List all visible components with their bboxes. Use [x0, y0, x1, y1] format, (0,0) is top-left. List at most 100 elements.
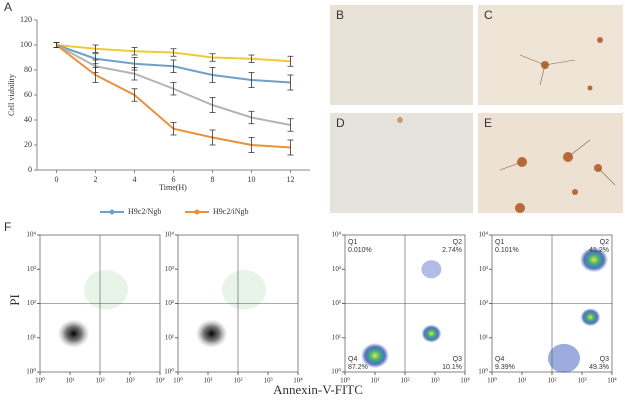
- x-tick-label: 4: [133, 175, 137, 184]
- event-cloud: [84, 270, 128, 310]
- x-tick-label: 10¹: [65, 377, 74, 385]
- y-axis-label: Cell viability: [7, 74, 16, 116]
- y-tick-label: 0: [28, 165, 32, 174]
- event-cloud: [548, 343, 580, 373]
- error-bar: [92, 67, 99, 83]
- event-cloud: [57, 319, 90, 349]
- panel-label: C: [484, 8, 493, 22]
- quadrant-value: 0.101%: [495, 247, 519, 254]
- y-tick-label: 10³: [27, 265, 36, 273]
- y-tick-label: 10³: [165, 265, 174, 273]
- error-bar: [209, 129, 216, 146]
- x-tick-label: 0: [55, 175, 59, 184]
- cell-processes: [499, 54, 616, 186]
- y-tick-label: 100: [20, 40, 32, 49]
- quadrant-name: Q1: [495, 239, 504, 246]
- error-bar: [287, 55, 294, 67]
- quadrant-name: Q2: [453, 239, 462, 246]
- error-bar: [248, 137, 255, 153]
- event-cloud: [580, 247, 608, 273]
- event-cloud: [222, 270, 266, 310]
- x-tick-label: 10⁰: [35, 377, 45, 385]
- micrograph: [330, 5, 473, 105]
- error-bar: [131, 88, 138, 102]
- flow-x-label: Annexin-V-FITC: [273, 382, 363, 397]
- panel-label: F: [4, 220, 11, 234]
- x-tick-label: 10⁰: [487, 377, 497, 385]
- x-tick-label: 10⁴: [607, 377, 617, 385]
- y-tick-label: 40: [24, 115, 32, 124]
- quadrant-value: 49.3%: [589, 364, 609, 371]
- event-cloud: [421, 324, 442, 343]
- legend-label: H9c2/Ngb: [128, 207, 161, 216]
- quadrant-value: 87.2%: [348, 364, 368, 371]
- error-bar: [131, 47, 138, 56]
- x-tick-label: 6: [172, 175, 176, 184]
- y-tick-label: 10³: [479, 265, 488, 273]
- x-tick-label: 10⁰: [340, 377, 350, 385]
- x-tick-label: 10²: [233, 377, 242, 385]
- y-tick-label: 10⁰: [331, 368, 341, 376]
- quadrant-value: 10.1%: [442, 364, 462, 371]
- y-tick-label: 20: [24, 140, 32, 149]
- panel-label: D: [336, 116, 345, 130]
- quadrant-value: 9.39%: [495, 364, 515, 371]
- error-bar: [131, 67, 138, 81]
- y-tick-label: 10¹: [479, 333, 488, 341]
- y-tick-label: 10²: [479, 299, 488, 307]
- quadrant-name: Q3: [600, 356, 609, 363]
- x-tick-label: 10³: [430, 377, 439, 385]
- event-cloud: [361, 342, 389, 369]
- event-cloud: [195, 319, 228, 349]
- event-cloud: [421, 260, 442, 279]
- x-tick-label: 10⁴: [155, 377, 165, 385]
- x-tick-label: 10³: [577, 377, 586, 385]
- x-tick-label: 10²: [400, 377, 409, 385]
- y-tick-label: 10²: [27, 299, 36, 307]
- x-tick-label: 8: [211, 175, 215, 184]
- y-tick-label: 10⁰: [164, 368, 174, 376]
- flow-y-label: PI: [7, 294, 22, 306]
- quadrant-value: 41.2%: [589, 247, 609, 254]
- x-tick-label: 10³: [125, 377, 134, 385]
- x-tick-label: 10¹: [370, 377, 379, 385]
- y-tick-label: 10²: [165, 299, 174, 307]
- error-bar: [248, 72, 255, 88]
- x-axis-label: Time(H): [159, 183, 187, 192]
- x-tick-label: 10²: [95, 377, 104, 385]
- y-tick-label: 10¹: [27, 333, 36, 341]
- quadrant-name: Q2: [600, 239, 609, 246]
- x-tick-label: 2: [94, 175, 98, 184]
- y-tick-label: 10⁰: [478, 368, 488, 376]
- x-tick-label: 10¹: [203, 377, 212, 385]
- legend-label: H9c2/iNgb: [213, 207, 249, 216]
- legend-marker: [194, 209, 200, 215]
- error-bar: [287, 118, 294, 132]
- micrograph: [478, 113, 623, 213]
- error-bar: [209, 97, 216, 113]
- x-tick-label: 10: [248, 175, 256, 184]
- error-bar: [170, 48, 177, 57]
- y-tick-label: 10¹: [332, 333, 341, 341]
- y-tick-label: 10³: [332, 265, 341, 273]
- y-tick-label: 80: [24, 65, 32, 74]
- y-tick-label: 10⁰: [26, 368, 36, 376]
- error-bar: [248, 54, 255, 63]
- error-bar: [248, 110, 255, 125]
- y-tick-label: 10⁴: [332, 231, 342, 239]
- panel-label: B: [336, 8, 344, 22]
- panel-label: A: [4, 0, 12, 14]
- panel-label: E: [484, 116, 492, 130]
- error-bar: [287, 139, 294, 156]
- quadrant-value: 0.010%: [348, 247, 372, 254]
- quadrant-name: Q4: [348, 356, 357, 363]
- x-tick-label: 10⁴: [293, 377, 303, 385]
- x-tick-label: 10²: [547, 377, 556, 385]
- error-bar: [53, 42, 60, 48]
- x-tick-label: 10⁰: [173, 377, 183, 385]
- micrograph: [478, 5, 623, 105]
